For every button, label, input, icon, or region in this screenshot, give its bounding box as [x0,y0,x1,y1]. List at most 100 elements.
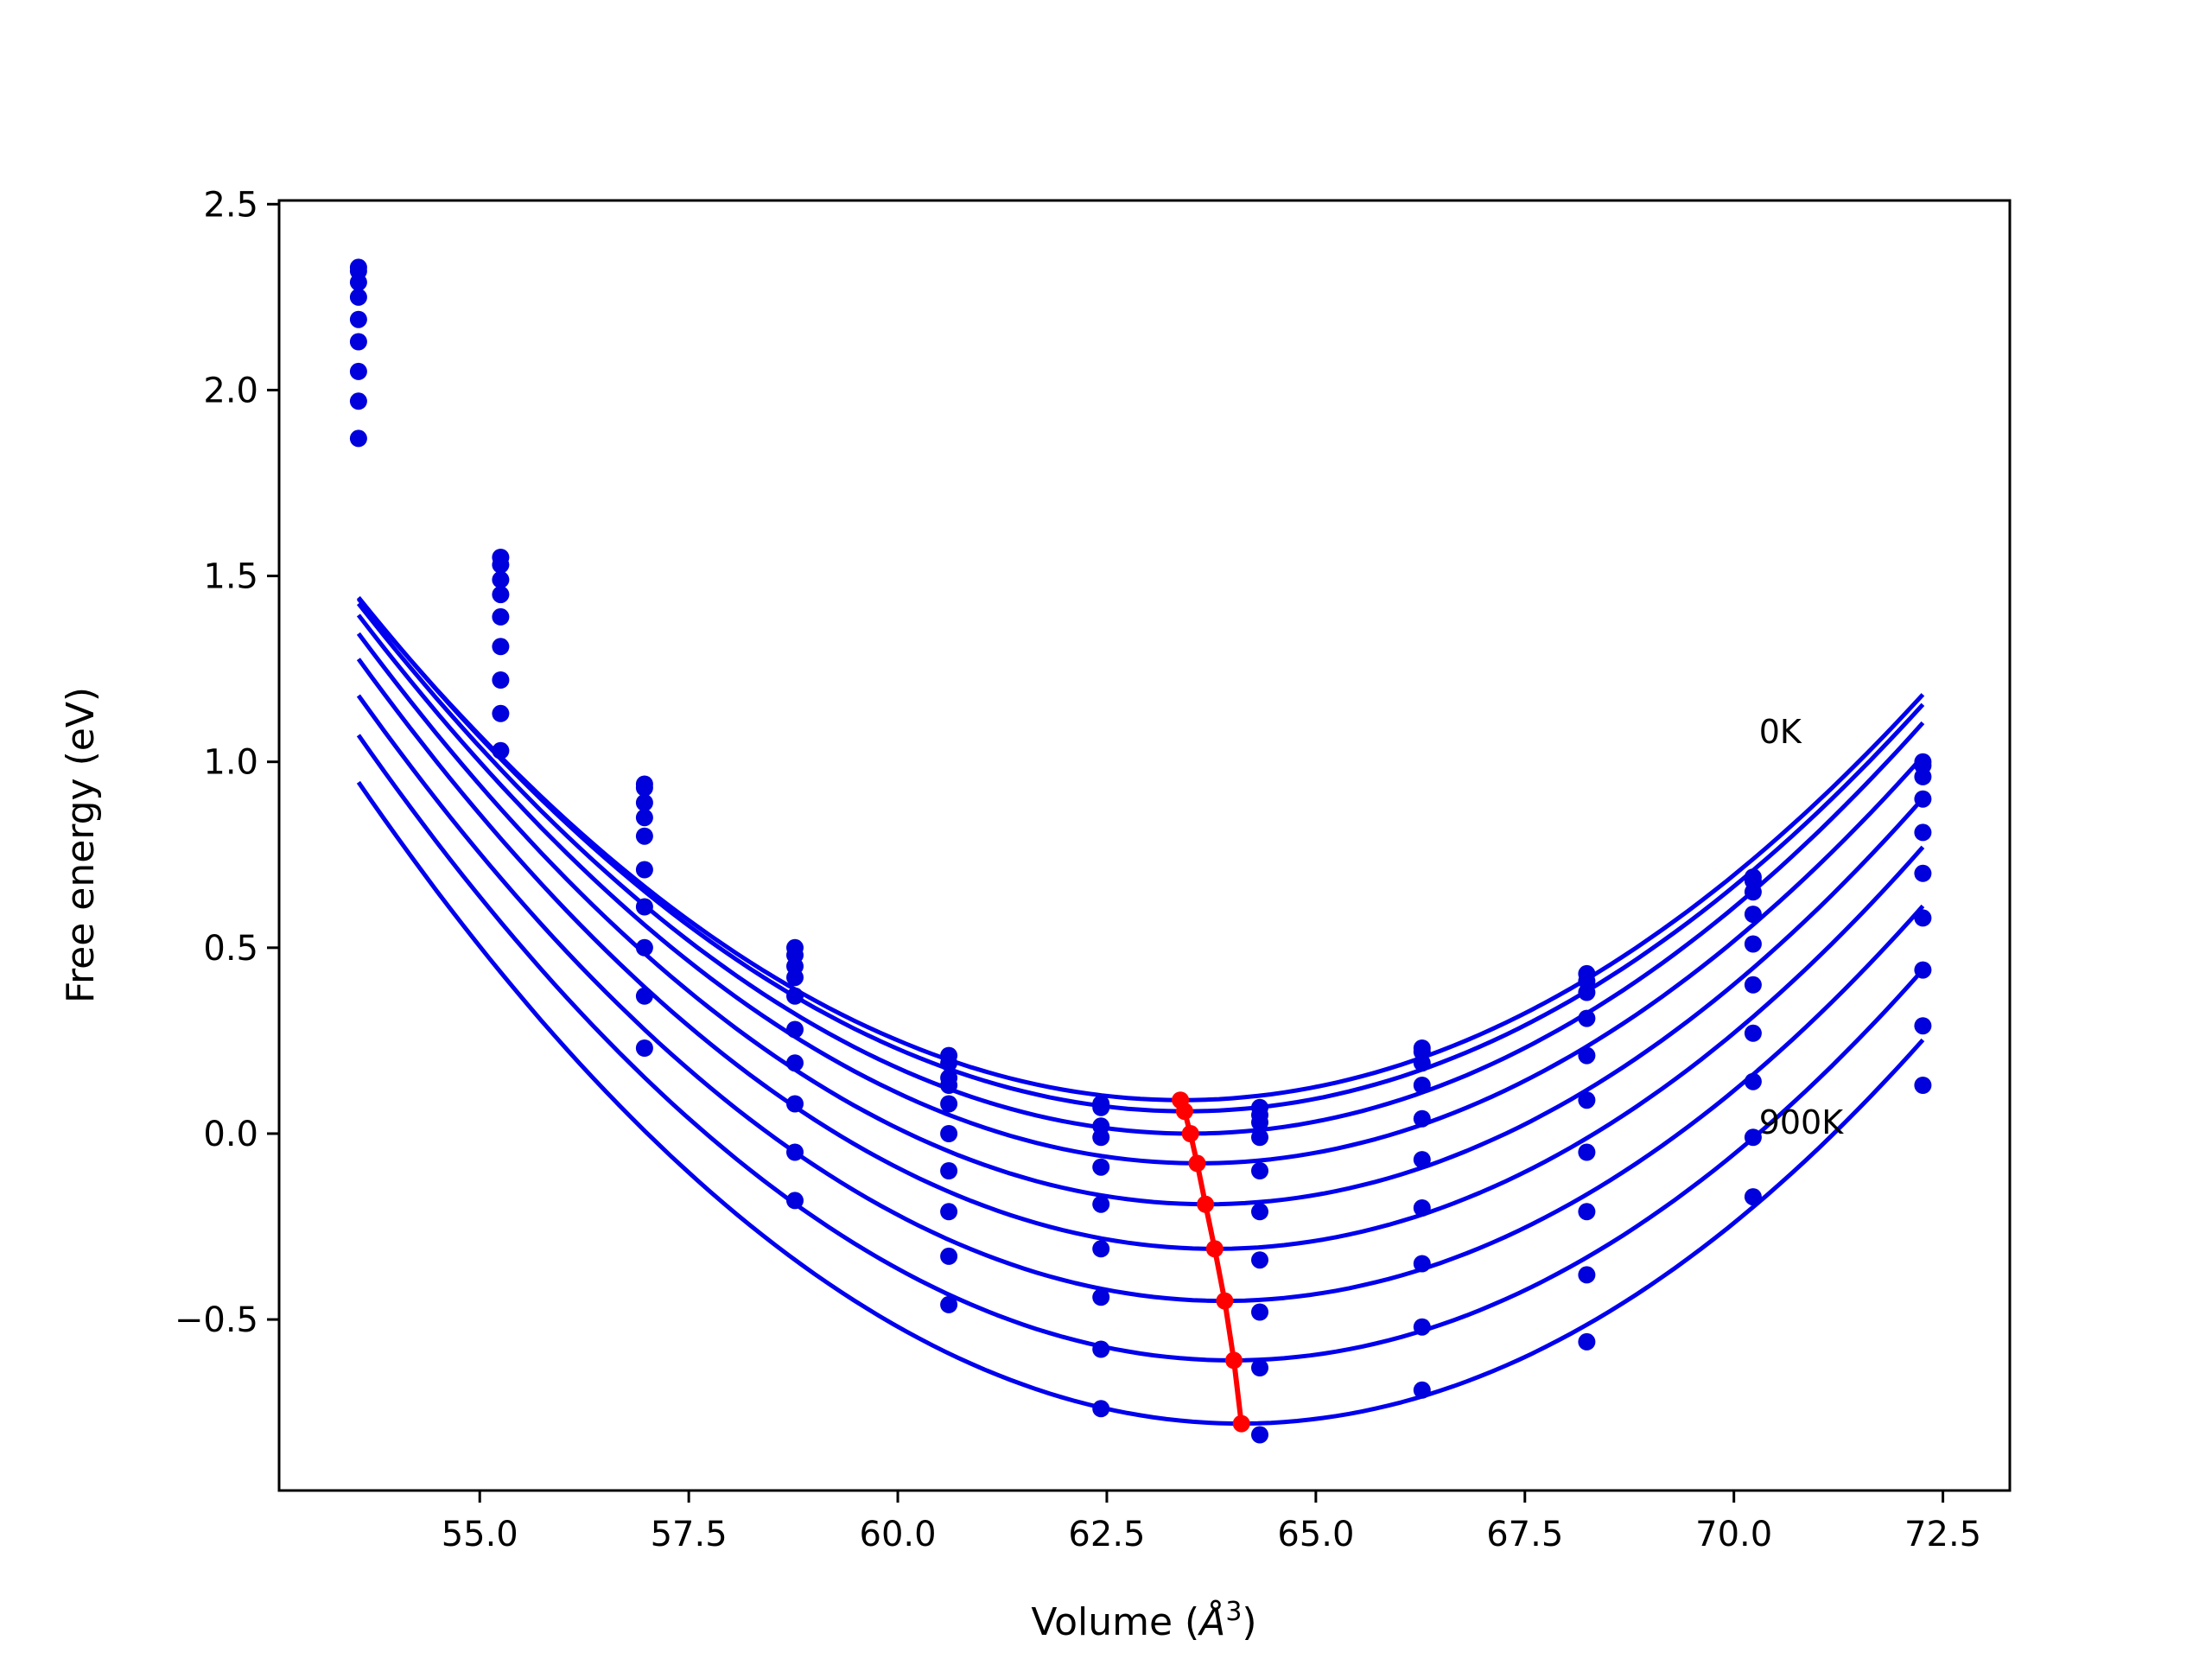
data-point-s7-7 [1413,1255,1431,1273]
x-axis-label: Volume (Å3) [1031,1597,1256,1645]
data-point-s3-5 [1092,1128,1110,1147]
data-point-s2-1 [492,570,510,588]
data-point-s1-4 [940,1054,958,1072]
data-point-s7-10 [1914,961,1932,979]
y-tick-label-3: 1.0 [203,743,258,783]
data-point-s7-8 [1578,1203,1596,1221]
data-point-s8-2 [635,987,653,1005]
y-tick-label-2: 0.5 [203,929,258,969]
annotation-0: 0K [1759,713,1802,751]
data-point-s6-2 [635,898,653,916]
y-tick-label-1: 0.0 [203,1115,258,1154]
data-point-s2-10 [1914,767,1932,785]
data-point-s3-2 [635,809,653,827]
data-point-s5-0 [349,333,367,351]
data-point-s2-7 [1413,1054,1431,1072]
data-point-s8-0 [349,429,367,448]
data-point-s2-9 [1744,883,1762,901]
data-point-s3-8 [1578,1009,1596,1027]
y-tick-label-5: 2.0 [203,371,258,410]
data-point-s7-2 [635,938,653,957]
data-point-s5-7 [1413,1151,1431,1169]
data-point-s2-2 [635,794,653,811]
data-point-s9-2 [635,1039,653,1057]
x-tick-label-4: 65.0 [1277,1515,1354,1554]
data-point-s3-7 [1413,1077,1431,1094]
data-point-s4-1 [492,607,510,626]
fit-curve-6 [356,694,1925,1303]
data-point-s5-9 [1744,976,1762,994]
fit-curve-7 [356,734,1925,1363]
minimum-point-3 [1188,1154,1206,1173]
data-point-s8-3 [786,1143,804,1161]
y-axis-ticks: −0.5 0.0 0.5 1.0 1.5 2.0 2.5 [175,185,279,1340]
data-point-s5-3 [786,1020,804,1039]
minimum-point-1 [1175,1103,1193,1121]
data-point-s6-1 [492,671,510,689]
plot-area [349,258,1932,1444]
data-point-s3-9 [1744,906,1762,924]
data-point-s6-0 [349,362,367,380]
data-point-s4-10 [1914,823,1932,842]
data-point-s2-6 [1251,1114,1268,1131]
data-point-s5-4 [940,1125,958,1142]
data-point-s7-3 [786,1095,804,1113]
data-point-s5-10 [1914,864,1932,882]
data-point-s9-8 [1578,1332,1596,1351]
data-point-s6-8 [1578,1143,1596,1161]
data-point-s3-3 [786,969,804,987]
data-point-s6-9 [1744,1024,1762,1042]
data-point-s4-9 [1744,935,1762,953]
data-point-s8-1 [492,741,510,760]
data-point-s1-1 [492,556,510,574]
data-point-s8-5 [1092,1340,1110,1358]
data-point-s6-3 [786,1054,804,1072]
fit-curve-5 [356,658,1925,1251]
axes-frame [277,199,2012,1492]
data-point-s5-5 [1092,1195,1110,1213]
data-point-s4-8 [1578,1046,1596,1065]
fit-curve-8 [356,780,1925,1426]
data-point-s3-0 [349,288,367,306]
data-point-s7-6 [1251,1303,1268,1321]
data-point-s8-7 [1413,1318,1431,1336]
data-point-s9-7 [1413,1381,1431,1399]
data-point-s5-6 [1251,1203,1268,1221]
data-point-s6-5 [1092,1240,1110,1258]
data-point-s5-2 [635,861,653,879]
x-tick-label-2: 60.0 [860,1515,937,1554]
x-tick-label-7: 72.5 [1904,1515,1981,1554]
data-point-s7-9 [1744,1072,1762,1090]
x-tick-label-1: 57.5 [651,1515,728,1554]
data-point-s9-6 [1251,1426,1268,1444]
data-point-s3-4 [940,1077,958,1094]
data-point-s4-5 [1092,1158,1110,1176]
data-point-s4-0 [349,310,367,328]
annotations: 0K 900K [1759,713,1845,1141]
data-point-s4-2 [635,827,653,845]
data-point-s5-8 [1578,1091,1596,1109]
minimum-point-7 [1225,1351,1243,1370]
minimum-point-6 [1216,1292,1234,1310]
data-point-s5-1 [492,638,510,656]
data-point-s4-7 [1413,1109,1431,1128]
data-point-s9-9 [1744,1188,1762,1206]
data-point-s6-7 [1413,1199,1431,1217]
y-axis-label: Free energy (eV) [59,687,103,1003]
x-axis-ticks: 55.0 57.5 60.0 62.5 65.0 67.5 70.0 72.5 [442,1491,1981,1554]
data-point-s1-2 [635,779,653,797]
data-point-s4-3 [786,987,804,1005]
data-point-s9-5 [1092,1400,1110,1418]
data-point-s7-0 [349,392,367,410]
data-point-s3-6 [1251,1128,1268,1147]
data-point-s8-4 [940,1247,958,1265]
data-point-s8-8 [1578,1266,1596,1284]
data-point-s3-1 [492,586,510,604]
data-point-s6-4 [940,1162,958,1179]
y-tick-label-6: 2.5 [203,185,258,225]
y-tick-label-0: −0.5 [175,1300,258,1340]
data-point-s4-4 [940,1095,958,1113]
x-tick-label-5: 67.5 [1486,1515,1563,1554]
